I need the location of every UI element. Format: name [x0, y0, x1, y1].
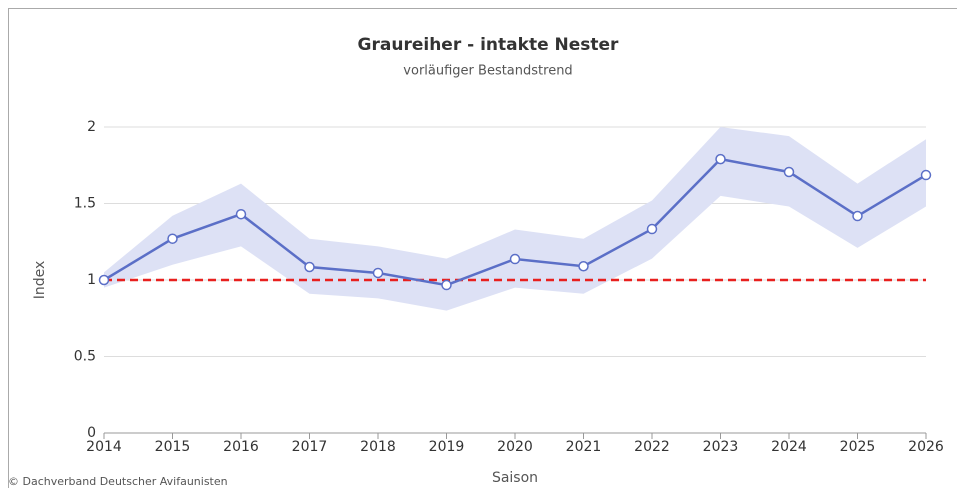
- data-point: [509, 253, 521, 265]
- x-tick-label: 2018: [360, 439, 396, 455]
- data-point: [235, 208, 247, 220]
- x-tick-label: 2019: [429, 439, 465, 455]
- x-tick-label: 2026: [908, 439, 944, 455]
- x-tick-label: 2024: [771, 439, 807, 455]
- data-point: [98, 274, 110, 286]
- chart-subtitle: vorläufiger Bestandstrend: [403, 64, 572, 79]
- x-tick-label: 2025: [840, 439, 876, 455]
- data-point: [715, 153, 726, 165]
- y-tick-label: 0.5: [74, 349, 96, 365]
- x-tick-label: 2021: [566, 439, 602, 455]
- y-tick-label: 1.5: [74, 196, 96, 212]
- data-point: [441, 279, 452, 291]
- data-point: [167, 233, 178, 244]
- y-tick-label: 1: [87, 272, 96, 288]
- credit: © Dachverband Deutscher Avifaunisten: [8, 475, 228, 488]
- data-point: [783, 166, 795, 178]
- y-tick-label: 0: [87, 425, 96, 441]
- x-tick-label: 2017: [292, 439, 328, 455]
- data-point: [304, 261, 315, 273]
- y-axis-title: Index: [32, 261, 48, 300]
- chart-title: Graureiher - intakte Nester: [358, 35, 620, 55]
- x-tick-label: 2020: [497, 439, 533, 455]
- data-point: [372, 267, 384, 279]
- frame: [8, 8, 957, 488]
- x-tick-label: 2023: [703, 439, 739, 455]
- data-point: [852, 210, 863, 222]
- data-point: [578, 260, 589, 272]
- y-tick-label: 2: [87, 119, 96, 135]
- x-tick-label: 2014: [86, 439, 122, 455]
- x-tick-label: 2015: [155, 439, 191, 455]
- x-axis-title: Saison: [492, 470, 538, 486]
- x-tick-label: 2022: [634, 439, 670, 455]
- x-tick-label: 2016: [223, 439, 259, 455]
- data-point: [920, 169, 932, 181]
- data-point: [646, 223, 658, 235]
